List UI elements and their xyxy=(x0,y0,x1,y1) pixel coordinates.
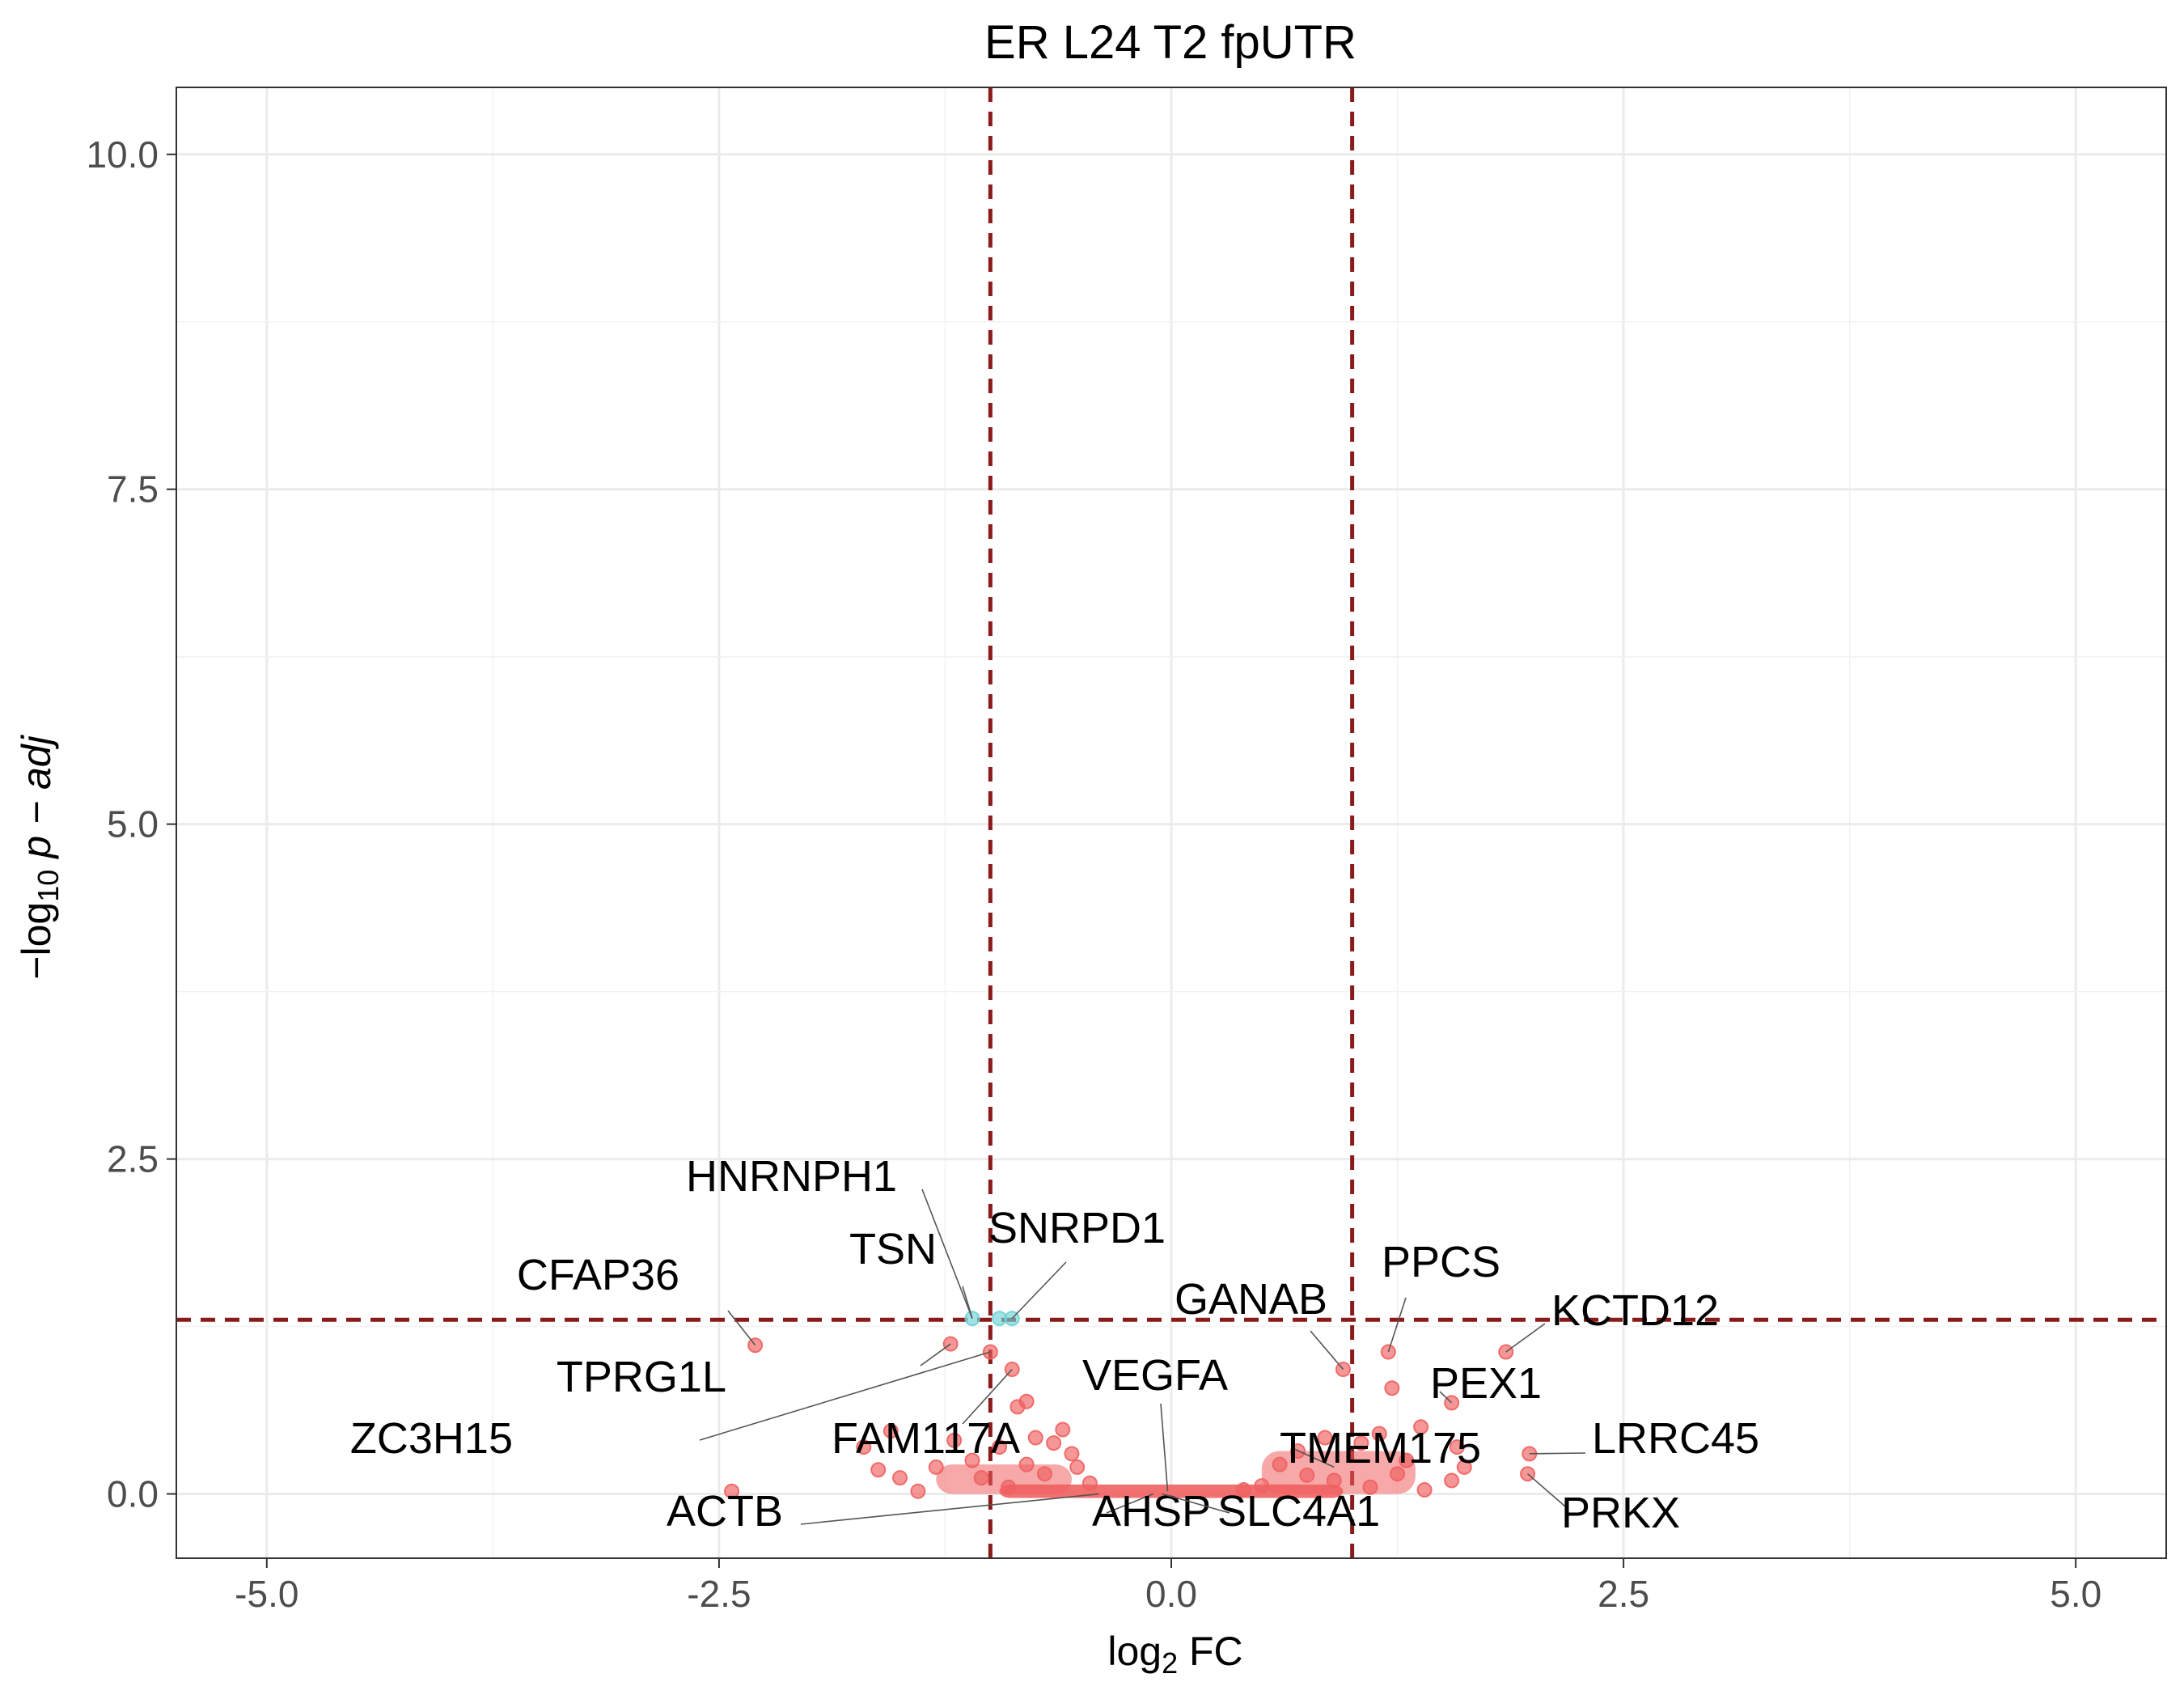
significant-point xyxy=(992,1311,1008,1327)
gene-label: PRKX xyxy=(1561,1489,1680,1537)
label-leader-line xyxy=(920,1343,951,1366)
label-leader-line xyxy=(962,1369,1013,1425)
nonsignificant-point xyxy=(1399,1452,1415,1468)
nonsignificant-point xyxy=(1362,1479,1378,1495)
nonsignificant-point xyxy=(928,1459,944,1475)
y-tick-label: 0.0 xyxy=(107,1473,159,1515)
nonsignificant-point xyxy=(870,1462,887,1478)
nonsignificant-point xyxy=(1055,1421,1071,1438)
nonsignificant-point xyxy=(724,1483,740,1499)
nonsignificant-point xyxy=(1081,1475,1098,1491)
threshold-lines xyxy=(176,87,2166,1558)
nonsignificant-point xyxy=(1069,1459,1086,1475)
nonsignificant-point xyxy=(1444,1472,1460,1489)
label-leader-line xyxy=(699,1351,991,1441)
x-tick-label: 2.5 xyxy=(1598,1573,1649,1615)
nonsignificant-point xyxy=(1384,1380,1400,1396)
nonsignificant-point xyxy=(1326,1472,1342,1489)
nonsignificant-point xyxy=(856,1439,872,1455)
gene-labels: HNRNPH1 TSN SNRPD1 CFAP36 TPRG1L ZC3H15 FAM117… xyxy=(350,1152,1759,1537)
y-axis-title: −log10 p − adj xyxy=(14,734,65,979)
gene-label: AHSP xyxy=(1092,1487,1211,1536)
x-tick-label: -5.0 xyxy=(235,1573,298,1615)
label-leader-line xyxy=(1160,1403,1169,1492)
nonsignificant-point xyxy=(1413,1419,1429,1435)
label-leader-line xyxy=(1011,1261,1067,1320)
nonsignificant-point xyxy=(973,1470,989,1486)
nonsignificant-point xyxy=(1299,1467,1315,1483)
y-tick-label: 10.0 xyxy=(86,133,159,176)
label-leader-line xyxy=(800,1493,1099,1525)
gene-label: ACTB xyxy=(667,1487,783,1536)
label-leader-line xyxy=(962,1286,973,1319)
nonsignificant-point xyxy=(1449,1439,1465,1455)
label-leader-line xyxy=(1527,1473,1566,1507)
label-leader-line xyxy=(1106,1493,1153,1514)
nonsignificant-point xyxy=(1272,1456,1288,1472)
nonsignificant-point xyxy=(1018,1456,1035,1472)
x-tick-label: 5.0 xyxy=(2050,1573,2101,1615)
gene-label: KCTD12 xyxy=(1551,1286,1719,1335)
axes: -5.0 -2.5 0.0 2.5 5.0 0.0 2.5 5.0 7.5 10.0 xyxy=(86,133,2101,1615)
x-tick-label: -2.5 xyxy=(687,1573,751,1615)
nonsignificant-point xyxy=(1390,1466,1406,1482)
nonsignificant-point xyxy=(1317,1430,1333,1446)
nonsignificant-point xyxy=(1235,1482,1251,1498)
nonsignificant-point xyxy=(964,1452,980,1468)
label-leader-line xyxy=(921,1188,973,1319)
nonsignificant-point xyxy=(910,1483,926,1499)
nonsignificant-point xyxy=(1001,1479,1017,1495)
label-leader-line xyxy=(1292,1447,1335,1468)
nonsignificant-point xyxy=(1036,1466,1052,1482)
gene-label: TPRG1L xyxy=(557,1353,726,1401)
gene-label: SLC4A1 xyxy=(1217,1487,1380,1536)
nonsignificant-point xyxy=(1353,1435,1369,1451)
nonsignificant-point xyxy=(892,1470,908,1486)
nonsignificant-point xyxy=(1009,1399,1026,1415)
label-leader-line xyxy=(1162,1493,1230,1514)
gene-label: GANAB xyxy=(1175,1275,1327,1324)
nonsignificant-point xyxy=(992,1439,1008,1455)
label-leader-line xyxy=(727,1310,756,1346)
data-points xyxy=(724,1311,1538,1499)
label-leader-line xyxy=(1529,1452,1586,1455)
y-tick-label: 2.5 xyxy=(107,1138,159,1180)
gene-label: LRRC45 xyxy=(1592,1414,1759,1463)
nonsignificant-point xyxy=(1456,1459,1472,1475)
x-tick-label: 0.0 xyxy=(1145,1573,1197,1615)
gene-label: ZC3H15 xyxy=(350,1414,513,1463)
y-tick-label: 7.5 xyxy=(107,468,159,511)
label-leader-line xyxy=(1310,1330,1344,1371)
nonsignificant-point xyxy=(1064,1446,1080,1462)
gene-label: FAM117A xyxy=(832,1414,1020,1463)
gene-label: VEGFA xyxy=(1082,1351,1228,1400)
y-tick-label: 5.0 xyxy=(107,803,159,845)
point-cloud-right xyxy=(1261,1451,1416,1494)
gene-label: PPCS xyxy=(1382,1238,1500,1286)
nonsignificant-point xyxy=(882,1423,899,1439)
gene-label: HNRNPH1 xyxy=(686,1152,897,1201)
nonsignificant-point xyxy=(1254,1478,1270,1494)
nonsignificant-point xyxy=(1046,1435,1062,1451)
nonsignificant-point xyxy=(1416,1482,1433,1498)
nonsignificant-point xyxy=(946,1432,963,1448)
nonsignificant-point xyxy=(1027,1430,1043,1446)
nonsignificant-point xyxy=(1371,1426,1387,1442)
label-leader-line xyxy=(1439,1391,1453,1404)
gene-label: TSN xyxy=(849,1225,937,1273)
gene-label: TMEM175 xyxy=(1280,1424,1481,1472)
gene-label: CFAP36 xyxy=(517,1251,679,1299)
grid xyxy=(176,87,2166,1558)
chart-title: ER L24 T2 fpUTR xyxy=(984,16,1357,69)
label-leader-line xyxy=(1387,1297,1407,1353)
label-leader-line xyxy=(1505,1323,1546,1353)
gene-label: PEX1 xyxy=(1430,1359,1542,1408)
gene-label: SNRPD1 xyxy=(988,1204,1166,1252)
